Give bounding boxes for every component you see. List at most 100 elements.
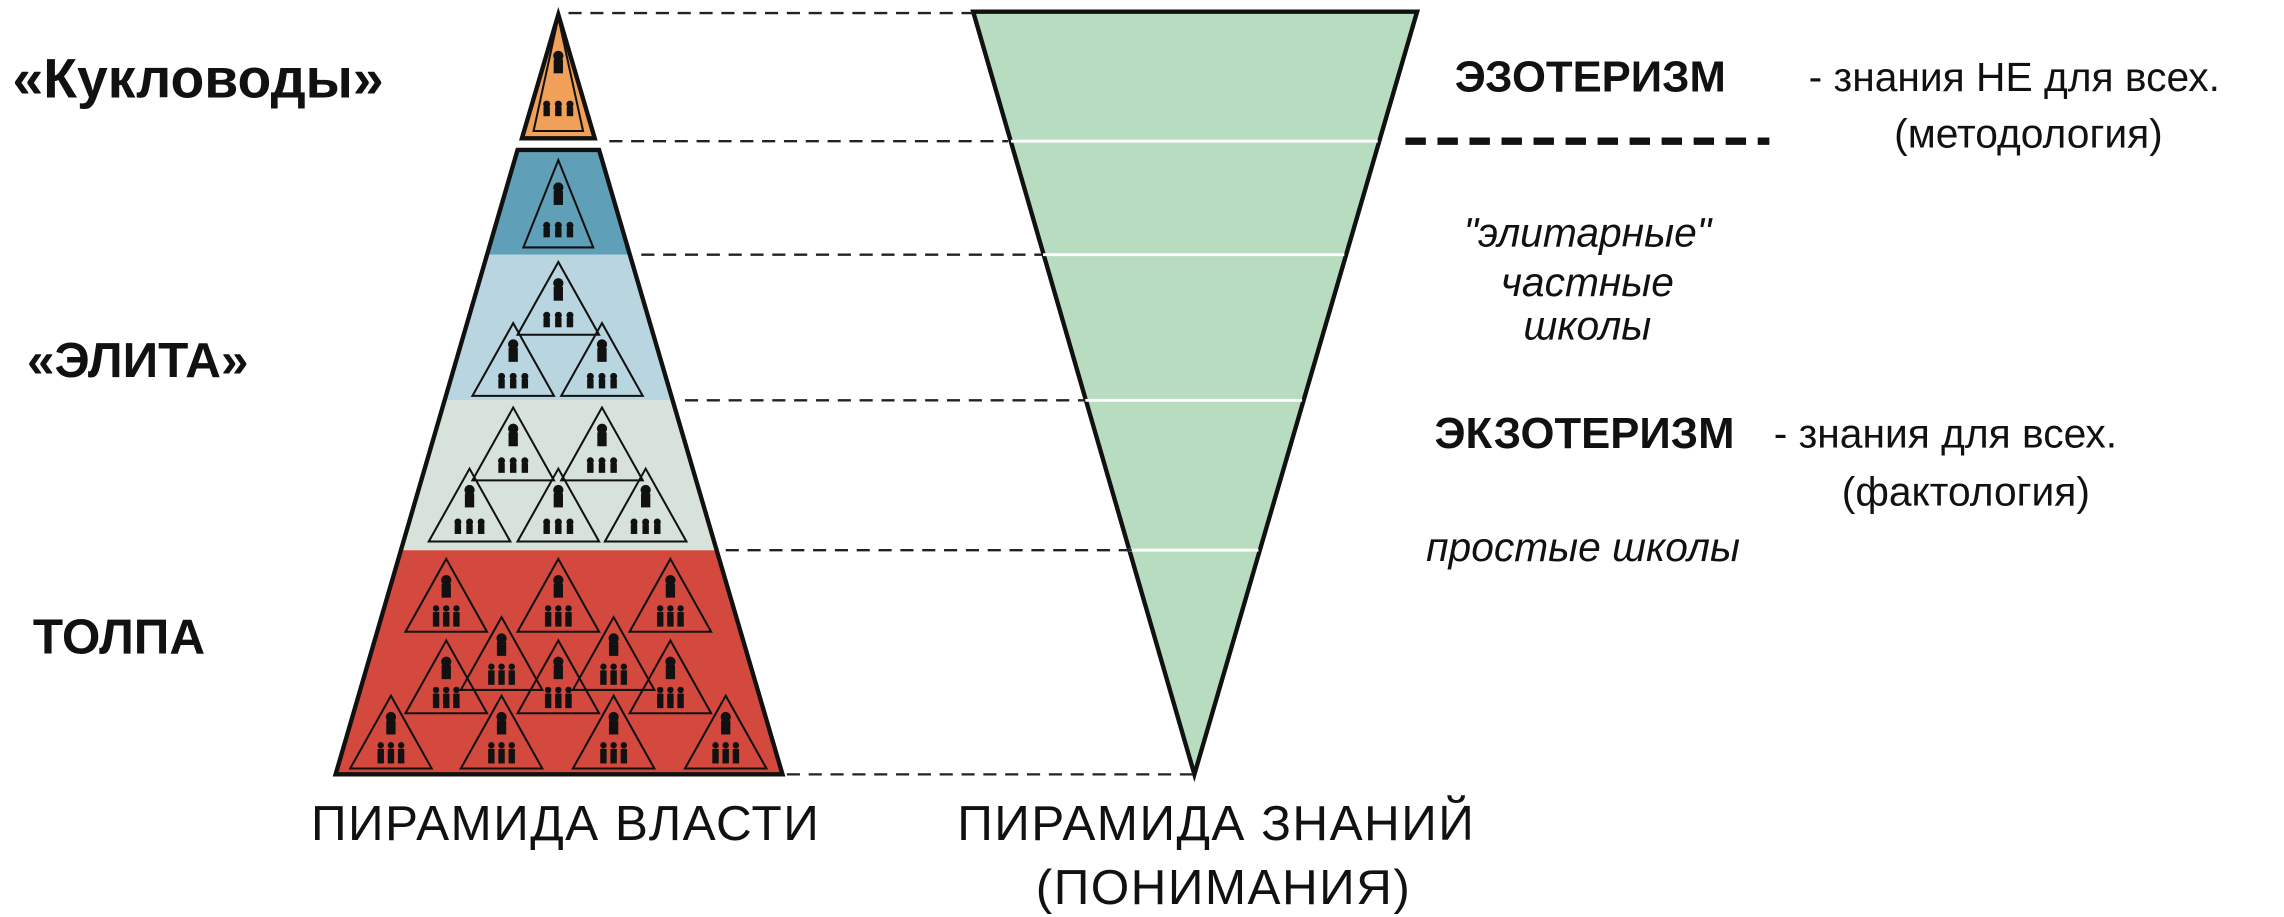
piece-body (609, 642, 618, 656)
person-body (388, 749, 394, 764)
person-head (545, 605, 551, 611)
piece-body (522, 463, 528, 473)
piece-body (555, 318, 561, 328)
person-head (453, 687, 459, 693)
person-body (600, 670, 606, 685)
piece-body (599, 379, 605, 389)
piece-body (597, 348, 606, 362)
piece-body (466, 524, 472, 534)
person-body (443, 694, 449, 709)
piece-body (609, 721, 618, 735)
knowledge-pyramid (973, 12, 1417, 775)
piece-body (386, 721, 395, 735)
puppeteers-tier (522, 15, 595, 139)
person-body (555, 694, 561, 709)
piece-body (599, 463, 605, 473)
piece-body (642, 524, 648, 534)
piece-body (543, 228, 549, 238)
person-body (433, 694, 439, 709)
person-head (509, 663, 515, 669)
person-head (498, 663, 504, 669)
piece-body (555, 524, 561, 534)
piece-body (554, 287, 563, 301)
description: - знания для всех. (1774, 410, 2117, 456)
piece-body (543, 318, 549, 328)
caption: ПИРАМИДА ВЛАСТИ (311, 796, 820, 851)
piece-body (567, 524, 573, 534)
person-body (565, 612, 571, 627)
person-body (657, 612, 663, 627)
piece-body (567, 318, 573, 328)
diagram: «Кукловоды» «ЭЛИТА» ТОЛПА ПИРАМИДА ВЛАСТ… (0, 0, 2284, 917)
piece-body (510, 463, 516, 473)
person-body (677, 612, 683, 627)
piece-body (554, 59, 563, 73)
person-body (667, 612, 673, 627)
person-body (621, 749, 627, 764)
person-head (667, 605, 673, 611)
piece-body (510, 379, 516, 389)
left-label: «ЭЛИТА» (27, 333, 248, 388)
person-body (509, 749, 515, 764)
person-head (443, 605, 449, 611)
person-body (453, 612, 459, 627)
piece-body (497, 642, 506, 656)
person-head (453, 605, 459, 611)
piece-body (543, 107, 549, 117)
person-body (398, 749, 404, 764)
person-head (657, 687, 663, 693)
piece-body (666, 584, 675, 598)
left-label: «Кукловоды» (12, 48, 383, 110)
school-label: школы (1523, 303, 1651, 349)
person-body (657, 694, 663, 709)
piece-body (641, 493, 650, 507)
piece-body (554, 493, 563, 507)
person-head (555, 605, 561, 611)
piece-body (522, 379, 528, 389)
knowledge-triangle (973, 12, 1417, 775)
person-head (610, 742, 616, 748)
person-head (443, 687, 449, 693)
piece-body (465, 493, 474, 507)
person-head (621, 663, 627, 669)
description: (методология) (1894, 111, 2163, 157)
person-body (545, 612, 551, 627)
piece-body (597, 432, 606, 446)
term: ЭКЗОТЕРИЗМ (1434, 409, 1734, 458)
piece-body (442, 584, 451, 598)
piece-body (498, 379, 504, 389)
school-label: частные (1501, 259, 1674, 305)
person-head (565, 605, 571, 611)
piece-body (721, 721, 730, 735)
piece-body (587, 379, 593, 389)
person-head (488, 663, 494, 669)
person-body (723, 749, 729, 764)
person-head (657, 605, 663, 611)
person-body (509, 670, 515, 685)
piece-body (554, 584, 563, 598)
person-head (565, 687, 571, 693)
piece-body (554, 665, 563, 679)
person-body (555, 612, 561, 627)
piece-body (610, 379, 616, 389)
person-body (488, 670, 494, 685)
person-body (712, 749, 718, 764)
piece-body (666, 665, 675, 679)
piece-body (498, 463, 504, 473)
piece-body (555, 107, 561, 117)
person-head (498, 742, 504, 748)
piece-body (587, 463, 593, 473)
person-body (677, 694, 683, 709)
term: ЭЗОТЕРИЗМ (1455, 53, 1726, 102)
school-label: простые школы (1426, 524, 1740, 570)
piece-body (567, 228, 573, 238)
person-body (600, 749, 606, 764)
piece-body (654, 524, 660, 534)
piece-body (509, 348, 518, 362)
person-head (545, 687, 551, 693)
person-head (677, 687, 683, 693)
person-body (667, 694, 673, 709)
piece-body (610, 463, 616, 473)
person-head (621, 742, 627, 748)
person-body (433, 612, 439, 627)
